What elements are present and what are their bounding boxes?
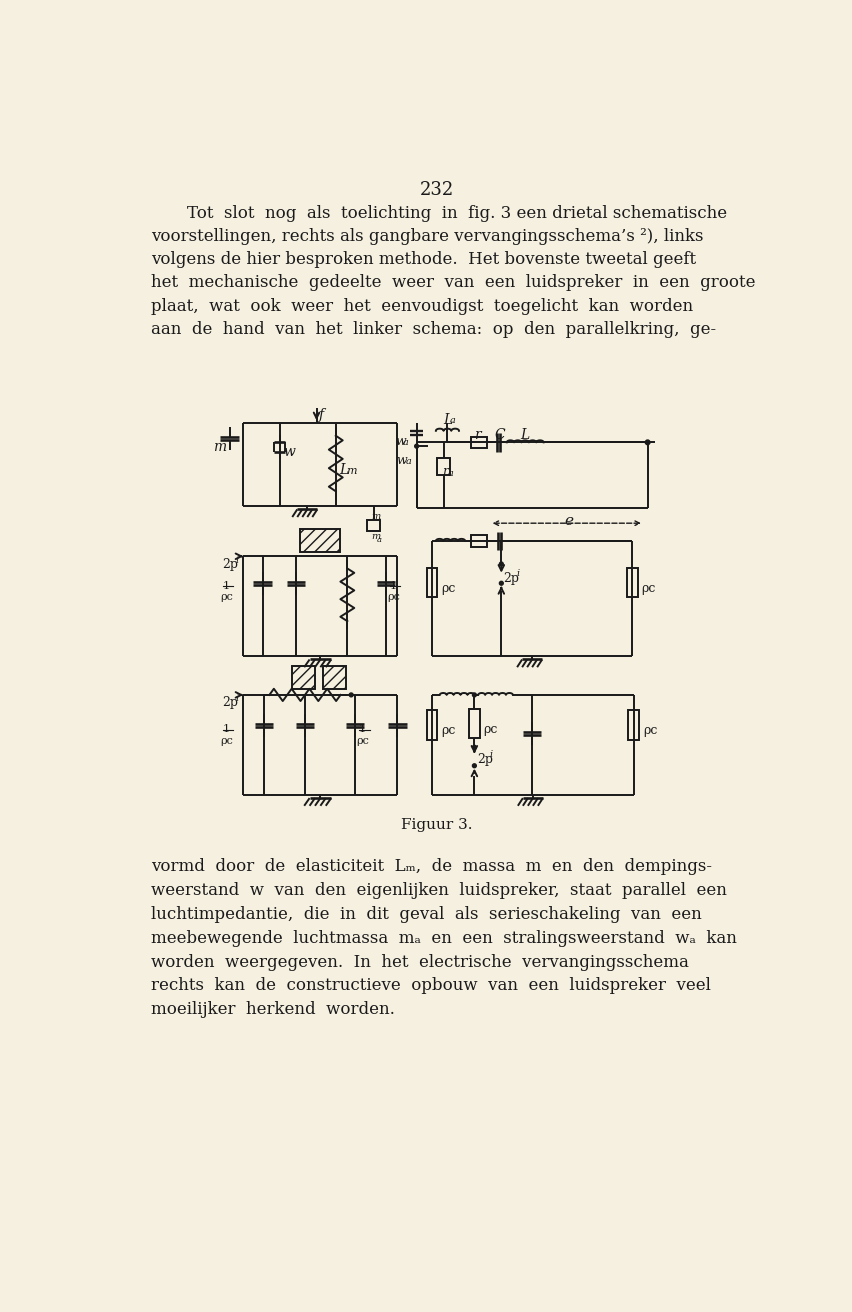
Circle shape bbox=[415, 445, 418, 449]
Text: 1: 1 bbox=[389, 581, 397, 590]
Text: m: m bbox=[213, 440, 226, 454]
Text: L: L bbox=[521, 429, 530, 442]
Bar bbox=[627, 568, 637, 597]
Text: plaat,  wat  ook  weer  het  eenvoudigst  toegelicht  kan  worden: plaat, wat ook weer het eenvoudigst toeg… bbox=[151, 298, 694, 315]
Text: worden  weergegeven.  In  het  electrische  vervangingsschema: worden weergegeven. In het electrische v… bbox=[151, 954, 689, 971]
Text: ρc: ρc bbox=[388, 593, 400, 602]
Text: w: w bbox=[284, 445, 296, 459]
Text: moeilijker  herkend  worden.: moeilijker herkend worden. bbox=[151, 1001, 394, 1018]
Bar bbox=[470, 437, 487, 447]
Text: aan  de  hand  van  het  linker  schema:  op  den  parallelkring,  ge-: aan de hand van het linker schema: op de… bbox=[151, 320, 716, 337]
Text: a: a bbox=[377, 535, 382, 543]
Bar bbox=[292, 665, 315, 689]
Text: ρc: ρc bbox=[642, 581, 656, 594]
Text: w: w bbox=[397, 454, 407, 467]
Text: L: L bbox=[444, 413, 452, 428]
Text: 232: 232 bbox=[419, 181, 454, 198]
Text: i: i bbox=[516, 568, 520, 577]
Bar bbox=[469, 708, 480, 739]
Text: w: w bbox=[395, 434, 406, 447]
Bar bbox=[367, 520, 380, 531]
Text: 2p: 2p bbox=[476, 753, 492, 766]
Text: 2p: 2p bbox=[504, 572, 520, 585]
Text: luchtimpedantie,  die  in  dit  geval  als  serieschakeling  van  een: luchtimpedantie, die in dit geval als se… bbox=[151, 905, 702, 922]
Bar bbox=[301, 529, 341, 552]
Text: m: m bbox=[371, 513, 381, 521]
Circle shape bbox=[473, 745, 476, 749]
Text: vormd  door  de  elasticiteit  Lₘ,  de  massa  m  en  den  dempings-: vormd door de elasticiteit Lₘ, de massa … bbox=[151, 858, 712, 875]
Text: r: r bbox=[475, 429, 481, 442]
Text: L: L bbox=[340, 463, 348, 478]
Text: ρc: ρc bbox=[357, 736, 370, 745]
Circle shape bbox=[473, 693, 476, 697]
Text: i: i bbox=[236, 694, 239, 703]
Circle shape bbox=[349, 693, 353, 697]
Bar bbox=[470, 535, 487, 547]
Text: 1: 1 bbox=[222, 581, 230, 590]
Text: ρc: ρc bbox=[221, 593, 233, 602]
Text: a: a bbox=[447, 468, 453, 478]
Text: C: C bbox=[494, 429, 505, 442]
Text: a: a bbox=[450, 416, 456, 425]
Text: 2p: 2p bbox=[222, 697, 239, 710]
Bar bbox=[437, 458, 450, 475]
Text: ρc: ρc bbox=[643, 724, 658, 737]
Text: volgens de hier besproken methode.  Het bovenste tweetal geeft: volgens de hier besproken methode. Het b… bbox=[151, 252, 696, 269]
Bar bbox=[427, 710, 437, 740]
Text: ρc: ρc bbox=[221, 736, 233, 745]
Text: e: e bbox=[564, 514, 573, 527]
Circle shape bbox=[645, 440, 650, 445]
Text: i: i bbox=[236, 555, 239, 564]
Text: m: m bbox=[371, 533, 381, 542]
Text: 1: 1 bbox=[359, 724, 366, 735]
Text: ρc: ρc bbox=[441, 581, 456, 594]
Text: 1: 1 bbox=[222, 724, 230, 735]
Text: a: a bbox=[403, 438, 409, 446]
Text: Tot  slot  nog  als  toelichting  in  fig. 3 een drietal schematische: Tot slot nog als toelichting in fig. 3 e… bbox=[166, 205, 728, 222]
Text: het  mechanische  gedeelte  weer  van  een  luidspreker  in  een  groote: het mechanische gedeelte weer van een lu… bbox=[151, 274, 756, 291]
Text: i: i bbox=[490, 750, 493, 760]
Text: weerstand  w  van  den  eigenlijken  luidspreker,  staat  parallel  een: weerstand w van den eigenlijken luidspre… bbox=[151, 882, 727, 899]
Bar bbox=[323, 665, 346, 689]
Text: 2p: 2p bbox=[222, 558, 239, 571]
Text: ρc: ρc bbox=[441, 724, 456, 737]
Circle shape bbox=[499, 581, 504, 585]
Bar bbox=[629, 710, 639, 740]
Text: Figuur 3.: Figuur 3. bbox=[401, 819, 472, 832]
Text: m: m bbox=[346, 466, 356, 476]
Bar bbox=[427, 568, 437, 597]
Text: voorstellingen, rechts als gangbare vervangingsschema’s ²), links: voorstellingen, rechts als gangbare verv… bbox=[151, 228, 704, 245]
Circle shape bbox=[473, 764, 476, 768]
Circle shape bbox=[499, 562, 504, 565]
Text: f: f bbox=[319, 408, 324, 422]
Text: a: a bbox=[406, 457, 412, 466]
Text: ρc: ρc bbox=[484, 723, 498, 736]
Text: meebewegende  luchtmassa  mₐ  en  een  stralingsweerstand  wₐ  kan: meebewegende luchtmassa mₐ en een strali… bbox=[151, 930, 737, 947]
Text: rechts  kan  de  constructieve  opbouw  van  een  luidspreker  veel: rechts kan de constructieve opbouw van e… bbox=[151, 977, 711, 994]
Text: r: r bbox=[442, 466, 448, 479]
